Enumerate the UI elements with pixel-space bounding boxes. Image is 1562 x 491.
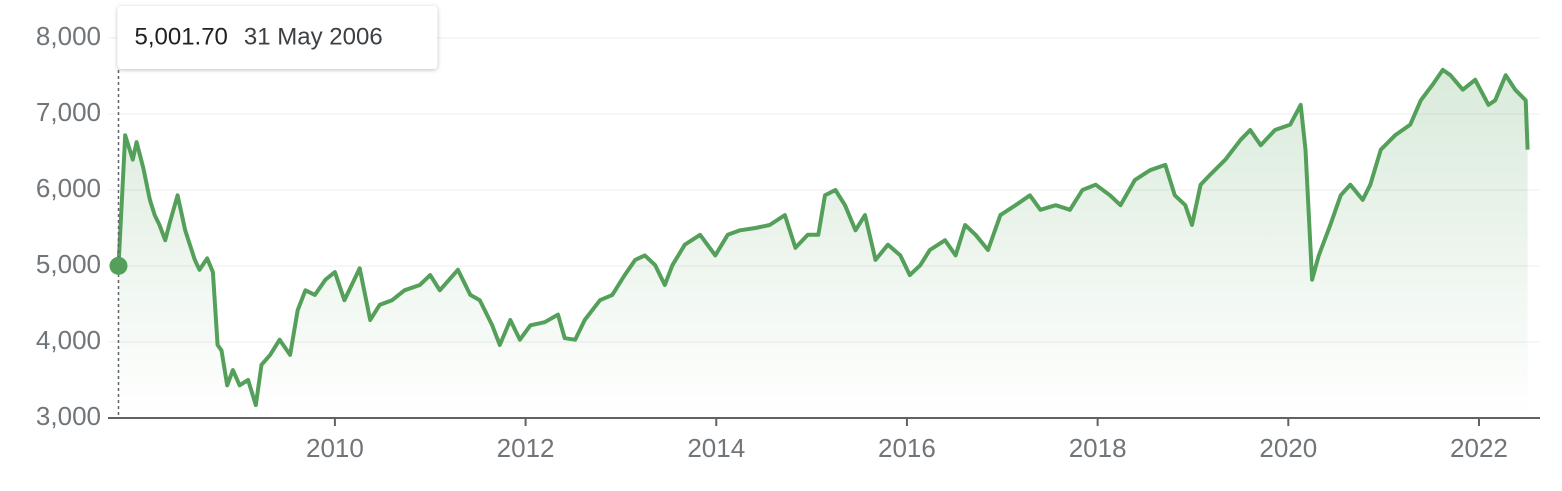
x-tick-label: 2012 xyxy=(497,433,555,463)
y-tick-label: 6,000 xyxy=(36,173,101,203)
area-fill xyxy=(118,69,1528,419)
x-tick-label: 2010 xyxy=(306,433,364,463)
tooltip-date: 31 May 2006 xyxy=(244,23,383,50)
x-tick-label: 2014 xyxy=(687,433,745,463)
y-tick-label: 8,000 xyxy=(36,21,101,51)
price-line xyxy=(116,67,1530,408)
y-tick-label: 4,000 xyxy=(36,325,101,355)
y-tick-label: 3,000 xyxy=(36,401,101,431)
x-tick-label: 2018 xyxy=(1069,433,1127,463)
tooltip-value: 5,001.70 xyxy=(134,23,227,50)
tooltip-box xyxy=(117,6,438,69)
y-tick-label: 5,000 xyxy=(36,249,101,279)
hover-point xyxy=(109,256,128,275)
x-tick-label: 2022 xyxy=(1450,433,1508,463)
x-tick-label: 2016 xyxy=(878,433,936,463)
x-tick-label: 2020 xyxy=(1259,433,1317,463)
y-tick-label: 7,000 xyxy=(36,97,101,127)
